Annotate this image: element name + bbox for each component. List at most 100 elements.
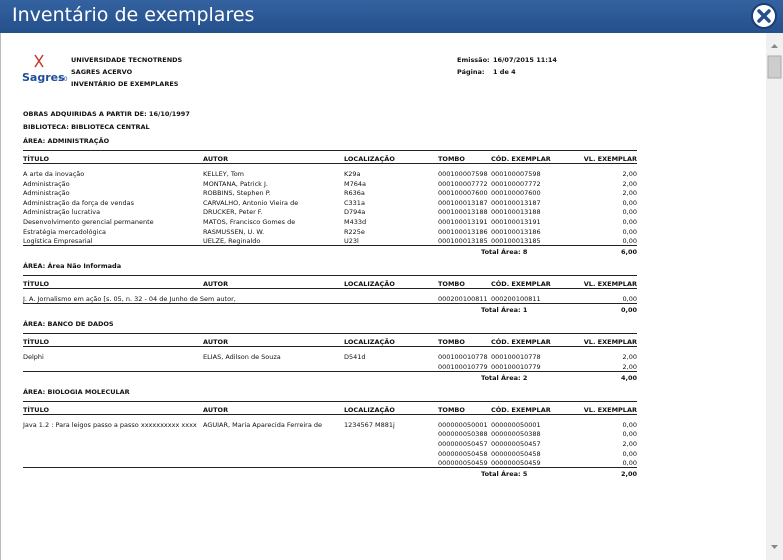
column-header: VL. EXEMPLAR bbox=[583, 405, 637, 414]
rule bbox=[23, 370, 637, 372]
cell: 000000050388 bbox=[491, 430, 541, 439]
area-total: Total Área: 8 bbox=[481, 248, 528, 257]
cell: 000000050458 bbox=[491, 449, 541, 458]
cell: 000200100811 bbox=[438, 295, 488, 304]
rule bbox=[23, 150, 637, 151]
cell: 000100007772 bbox=[438, 179, 488, 188]
cell: MONTANA, Patrick J. bbox=[203, 179, 268, 188]
cell: M433d bbox=[344, 218, 367, 226]
cell: 000100007772 bbox=[491, 179, 541, 188]
column-header: VL. EXEMPLAR bbox=[583, 280, 637, 289]
cell: 000100010779 bbox=[491, 362, 541, 371]
cell: Administração bbox=[23, 179, 70, 188]
cell: D541d bbox=[344, 353, 366, 362]
header-line: UNIVERSIDADE TECNOTRENDS bbox=[71, 56, 183, 64]
column-header: LOCALIZAÇÃO bbox=[344, 155, 395, 163]
close-button[interactable] bbox=[750, 2, 778, 30]
area-total-value: 4,00 bbox=[620, 373, 637, 382]
logo-name: Sagres bbox=[22, 71, 65, 84]
column-header: AUTOR bbox=[203, 338, 229, 347]
cell: C331a bbox=[344, 198, 365, 207]
column-header: TÍTULO bbox=[23, 405, 49, 414]
cell: Logística Empresarial bbox=[23, 237, 93, 246]
column-header: TÍTULO bbox=[23, 280, 49, 289]
cell: 2,00 bbox=[622, 179, 637, 188]
cell: 0,00 bbox=[622, 459, 637, 468]
header-line: INVENTÁRIO DE EXEMPLARES bbox=[71, 80, 179, 88]
cell: K29a bbox=[344, 170, 361, 178]
cell: M764a bbox=[344, 179, 366, 188]
area-total-value: 2,00 bbox=[620, 470, 637, 479]
column-header: TOMBO bbox=[438, 338, 465, 347]
column-header: LOCALIZAÇÃO bbox=[344, 405, 395, 414]
rule bbox=[23, 275, 637, 277]
column-header: VL. EXEMPLAR bbox=[583, 338, 637, 347]
filter: OBRAS ADQUIRIDAS A PARTIR DE: 16/10/1997 bbox=[23, 110, 190, 118]
column-header: TOMBO bbox=[438, 405, 465, 414]
window-title: Inventário de exemplares bbox=[12, 4, 255, 26]
cell: 000200100811 bbox=[491, 295, 541, 304]
label: Emissão: bbox=[457, 56, 490, 64]
page-number: 1 de 4 bbox=[493, 68, 516, 76]
cell: Administração da força de vendas bbox=[23, 198, 134, 207]
cell: 2,00 bbox=[622, 362, 637, 371]
rule bbox=[23, 245, 637, 247]
area-total-value: 0,00 bbox=[620, 306, 637, 315]
area-title: ÁREA: ADMINISTRAÇÃO bbox=[23, 137, 110, 145]
area-total-value: 6,00 bbox=[620, 248, 637, 257]
area-title: ÁREA: Área Não Informada bbox=[23, 262, 122, 271]
cell: ROBBINS, Stephen P. bbox=[203, 189, 271, 198]
cell: ELIAS, Adilson de Souza bbox=[203, 353, 281, 362]
cell: 2,00 bbox=[622, 189, 637, 198]
cell: 2,00 bbox=[622, 353, 637, 362]
cell: 000100013191 bbox=[438, 218, 488, 226]
cell: AGUIAR, Maria Aparecida Ferreira de bbox=[203, 420, 323, 429]
column-header: LOCALIZAÇÃO bbox=[344, 280, 395, 289]
cell: Delphi bbox=[23, 353, 44, 362]
cell: 0,00 bbox=[622, 430, 637, 439]
rule bbox=[23, 413, 637, 415]
rule bbox=[23, 163, 637, 164]
cell: Java 1.2 : Para leigos passo a passo xxx… bbox=[23, 420, 197, 429]
report: Sagres 3.0 UNIVERSIDADE TECNOTRENDS SAGRES … bbox=[0, 33, 767, 560]
cell: Estratégia mercadológica bbox=[23, 227, 107, 236]
cell: 000100013185 bbox=[491, 237, 541, 246]
cell: A arte da inovação bbox=[23, 170, 85, 178]
cell: MATOS, Francisco Gomes de bbox=[203, 218, 296, 226]
cell: U23l bbox=[344, 237, 359, 246]
cell: 000000050388 bbox=[438, 430, 488, 439]
cell: Administração lucrativa bbox=[23, 208, 101, 217]
scrollbar[interactable] bbox=[766, 33, 783, 560]
cell: 000000050457 bbox=[491, 440, 541, 448]
area-total: Total Área: 5 bbox=[481, 470, 528, 479]
rule bbox=[23, 400, 637, 402]
cell: 000100007598 bbox=[438, 170, 488, 178]
cell: 0,00 bbox=[622, 420, 637, 429]
area-title: ÁREA: BIOLOGIA MOLECULAR bbox=[23, 387, 130, 396]
cell: 000100013186 bbox=[491, 227, 541, 236]
column-header: CÓD. EXEMPLAR bbox=[491, 405, 551, 414]
filter: BIBLIOTECA: BIBLIOTECA CENTRAL bbox=[23, 123, 150, 131]
cell: Desenvolvimento gerencial permanente bbox=[23, 218, 154, 226]
cell: CARVALHO, Antonio Vieira de bbox=[203, 198, 299, 207]
cell: 000100013187 bbox=[438, 198, 488, 207]
label: Página: bbox=[457, 68, 485, 76]
cell: R636a bbox=[344, 189, 365, 198]
emission-date: 16/07/2015 11:14 bbox=[493, 56, 557, 64]
cell: J. A. Jornalismo em ação [s. 05, n. 32 -… bbox=[23, 295, 236, 304]
cell: 0,00 bbox=[622, 208, 637, 217]
column-header: TOMBO bbox=[438, 155, 465, 163]
cell: 000000050459 bbox=[438, 459, 488, 468]
column-header: LOCALIZAÇÃO bbox=[344, 338, 395, 347]
rule bbox=[23, 467, 637, 469]
rule bbox=[23, 288, 637, 290]
column-header: AUTOR bbox=[203, 280, 229, 289]
column-header: TOMBO bbox=[438, 280, 465, 289]
cell: 000100013186 bbox=[438, 227, 488, 236]
cell: 000100007600 bbox=[491, 189, 541, 198]
title-bar: Inventário de exemplares bbox=[0, 0, 783, 33]
cell: KELLEY, Tom bbox=[203, 170, 244, 178]
cell: UELZE, Reginaldo bbox=[203, 237, 261, 246]
